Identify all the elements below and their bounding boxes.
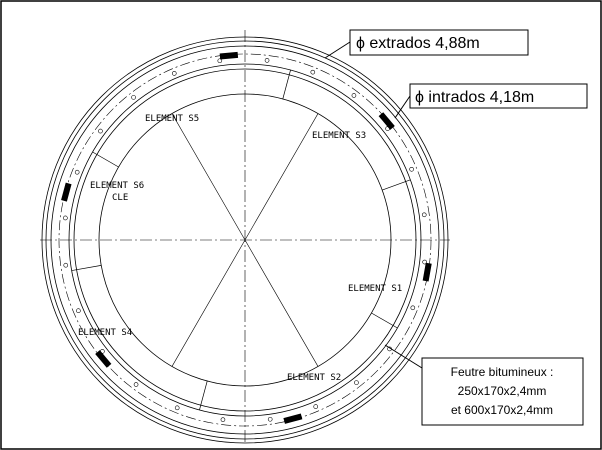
element-label: ELEMENT S1 <box>348 284 402 294</box>
callout-text: ϕ extrados 4,88m <box>356 35 480 52</box>
note-text: et 600x170x2,4mm <box>451 403 553 417</box>
note-text: Feutre bitumineux : <box>451 365 554 379</box>
element-label: ELEMENT S5 <box>145 114 199 124</box>
callout-text: ϕ intrados 4,18m <box>415 89 534 106</box>
element-label: ELEMENT S2 <box>287 373 341 383</box>
note-text: 250x170x2,4mm <box>458 384 547 398</box>
drawing: ELEMENT S5 ELEMENT S3 ELEMENT S6 CLE ELE… <box>0 0 602 450</box>
element-label: ELEMENT S6 <box>90 181 144 191</box>
element-sublabel: CLE <box>112 193 128 203</box>
element-label: ELEMENT S3 <box>312 131 366 141</box>
element-label: ELEMENT S4 <box>78 328 132 338</box>
